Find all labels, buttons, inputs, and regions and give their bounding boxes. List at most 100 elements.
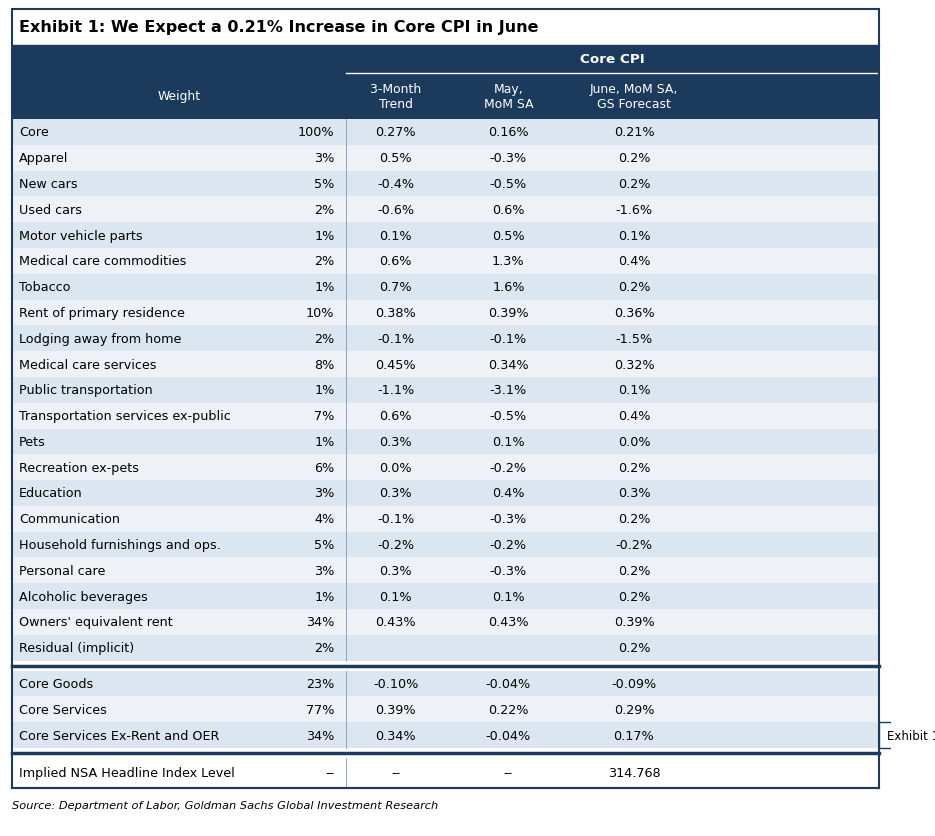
Text: --: -- [504, 767, 513, 779]
Text: Tobacco: Tobacco [19, 281, 70, 293]
FancyBboxPatch shape [12, 722, 879, 748]
Text: 0.4%: 0.4% [618, 255, 650, 268]
FancyBboxPatch shape [12, 326, 879, 352]
Text: 0.16%: 0.16% [488, 126, 528, 140]
Text: 1%: 1% [314, 436, 335, 448]
Text: 0.6%: 0.6% [380, 255, 412, 268]
Text: Exhibit 1: We Expect a 0.21% Increase in Core CPI in June: Exhibit 1: We Expect a 0.21% Increase in… [19, 20, 539, 35]
Text: 0.3%: 0.3% [380, 436, 412, 448]
Text: 1%: 1% [314, 384, 335, 397]
Text: -0.3%: -0.3% [490, 512, 527, 526]
Text: 0.3%: 0.3% [380, 487, 412, 500]
Text: -0.1%: -0.1% [377, 512, 414, 526]
FancyBboxPatch shape [12, 481, 879, 507]
Text: 10%: 10% [306, 307, 335, 319]
Text: 0.22%: 0.22% [488, 703, 528, 716]
Text: 0.7%: 0.7% [380, 281, 412, 293]
Text: -0.6%: -0.6% [377, 203, 414, 217]
FancyBboxPatch shape [12, 300, 879, 326]
Text: May,
MoM SA: May, MoM SA [483, 83, 533, 111]
FancyBboxPatch shape [12, 248, 879, 274]
FancyBboxPatch shape [12, 120, 879, 145]
Text: -0.10%: -0.10% [373, 677, 419, 691]
Text: Core Services Ex-Rent and OER: Core Services Ex-Rent and OER [19, 729, 220, 742]
FancyBboxPatch shape [12, 429, 879, 455]
Text: 2%: 2% [314, 333, 335, 345]
Text: 0.5%: 0.5% [492, 229, 525, 242]
Text: 0.34%: 0.34% [488, 358, 528, 371]
Text: 5%: 5% [314, 178, 335, 191]
Text: 0.2%: 0.2% [618, 461, 650, 474]
Text: Core Services: Core Services [19, 703, 107, 716]
Text: 0.2%: 0.2% [618, 178, 650, 191]
FancyBboxPatch shape [12, 403, 879, 429]
Text: New cars: New cars [19, 178, 78, 191]
FancyBboxPatch shape [12, 378, 879, 403]
Text: 0.3%: 0.3% [618, 487, 651, 500]
Text: 0.2%: 0.2% [618, 512, 650, 526]
Text: Core Goods: Core Goods [19, 677, 94, 691]
Text: --: -- [391, 767, 400, 779]
Text: -3.1%: -3.1% [490, 384, 527, 397]
FancyBboxPatch shape [12, 670, 879, 696]
Text: 0.1%: 0.1% [618, 384, 651, 397]
Text: 6%: 6% [314, 461, 335, 474]
Text: -0.2%: -0.2% [615, 538, 653, 552]
Text: -0.4%: -0.4% [377, 178, 414, 191]
Text: 34%: 34% [306, 615, 335, 629]
Text: 0.32%: 0.32% [613, 358, 654, 371]
Text: 3-Month
Trend: 3-Month Trend [370, 83, 422, 111]
Text: Transportation services ex-public: Transportation services ex-public [19, 410, 231, 423]
Text: 34%: 34% [306, 729, 335, 742]
Text: -0.3%: -0.3% [490, 564, 527, 577]
Text: 0.2%: 0.2% [618, 281, 650, 293]
Text: 7%: 7% [314, 410, 335, 423]
Text: 0.39%: 0.39% [613, 615, 654, 629]
FancyBboxPatch shape [12, 507, 879, 532]
Text: -0.1%: -0.1% [377, 333, 414, 345]
Text: -0.2%: -0.2% [377, 538, 414, 552]
Text: 0.2%: 0.2% [618, 152, 650, 165]
Text: 1%: 1% [314, 590, 335, 603]
Text: 0.4%: 0.4% [492, 487, 525, 500]
Text: 3%: 3% [314, 152, 335, 165]
Text: 2%: 2% [314, 203, 335, 217]
Text: 0.43%: 0.43% [376, 615, 416, 629]
Text: -1.6%: -1.6% [615, 203, 653, 217]
Text: 0.39%: 0.39% [376, 703, 416, 716]
Text: 0.2%: 0.2% [618, 564, 650, 577]
Text: -0.5%: -0.5% [490, 178, 527, 191]
FancyBboxPatch shape [12, 46, 879, 120]
FancyBboxPatch shape [12, 197, 879, 223]
Text: Owners' equivalent rent: Owners' equivalent rent [19, 615, 173, 629]
Text: 0.1%: 0.1% [380, 590, 412, 603]
Text: Residual (implicit): Residual (implicit) [19, 641, 135, 655]
FancyBboxPatch shape [12, 171, 879, 197]
FancyBboxPatch shape [12, 696, 879, 722]
Text: 3%: 3% [314, 564, 335, 577]
Text: 0.38%: 0.38% [375, 307, 416, 319]
Text: 0.1%: 0.1% [618, 229, 651, 242]
Text: Medical care commodities: Medical care commodities [19, 255, 186, 268]
Text: Implied NSA Headline Index Level: Implied NSA Headline Index Level [19, 767, 235, 779]
Text: Household furnishings and ops.: Household furnishings and ops. [19, 538, 221, 552]
Text: 2%: 2% [314, 641, 335, 655]
Text: 314.768: 314.768 [608, 767, 660, 779]
Text: 100%: 100% [298, 126, 335, 140]
Text: 4%: 4% [314, 512, 335, 526]
FancyBboxPatch shape [12, 352, 879, 378]
Text: 0.45%: 0.45% [376, 358, 416, 371]
Text: June, MoM SA,
GS Forecast: June, MoM SA, GS Forecast [590, 83, 678, 111]
Text: -0.2%: -0.2% [490, 538, 527, 552]
Text: 8%: 8% [314, 358, 335, 371]
Text: Source: Department of Labor, Goldman Sachs Global Investment Research: Source: Department of Labor, Goldman Sac… [12, 800, 439, 810]
Text: 0.1%: 0.1% [492, 436, 525, 448]
FancyBboxPatch shape [12, 145, 879, 171]
FancyBboxPatch shape [12, 609, 879, 635]
Text: Exhibit 1: Exhibit 1 [887, 729, 935, 742]
Text: Core: Core [19, 126, 49, 140]
Text: Core CPI: Core CPI [580, 54, 645, 66]
Text: 0.36%: 0.36% [613, 307, 654, 319]
Text: 0.3%: 0.3% [380, 564, 412, 577]
FancyBboxPatch shape [12, 223, 879, 248]
